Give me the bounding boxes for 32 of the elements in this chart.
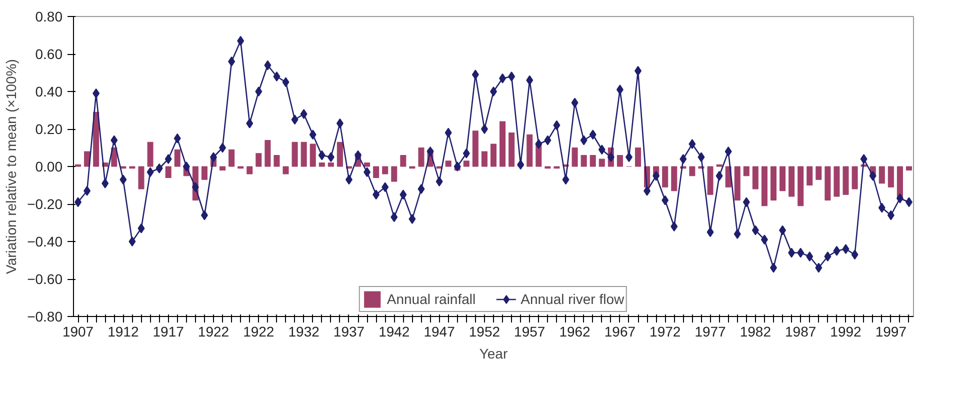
x-tick-label: 1972 xyxy=(650,324,681,340)
y-tick-label: −0.40 xyxy=(27,234,63,250)
x-tick-label: 1917 xyxy=(152,324,184,340)
x-tick-label: 1982 xyxy=(740,324,772,340)
legend-label: Annual rainfall xyxy=(386,291,476,307)
y-tick-label: −0.60 xyxy=(27,271,63,287)
legend-label: Annual river flow xyxy=(520,291,624,307)
x-tick-label: 1937 xyxy=(333,324,365,340)
x-tick-label: 1912 xyxy=(108,324,139,340)
x-tick-label: 1952 xyxy=(468,324,500,340)
x-tick-label: 1997 xyxy=(875,324,907,340)
x-tick-label: 1942 xyxy=(378,324,410,340)
x-tick-label: 1922 xyxy=(198,324,230,340)
y-tick-label: −0.20 xyxy=(27,196,63,212)
y-tick-label: 0.60 xyxy=(35,46,63,62)
x-tick-label: 1967 xyxy=(604,324,636,340)
x-tick-label: 1962 xyxy=(559,324,591,340)
x-tick-label: 1907 xyxy=(62,324,94,340)
y-tick-label: −0.80 xyxy=(27,308,63,324)
y-tick-label: 0.40 xyxy=(35,84,63,100)
x-tick-label: 1987 xyxy=(785,324,816,340)
x-tick-label: 1922 xyxy=(243,324,274,340)
x-tick-label: 1957 xyxy=(514,324,546,340)
x-tick-label: 1977 xyxy=(694,324,726,340)
x-tick-label: 1947 xyxy=(424,324,456,340)
x-tick-label: 1932 xyxy=(288,324,320,340)
x-axis-title: Year xyxy=(479,346,508,362)
y-axis-title: Variation relative to mean (×100%) xyxy=(3,59,20,274)
y-tick-label: 0.00 xyxy=(35,158,63,174)
y-tick-label: 0.80 xyxy=(35,8,63,24)
x-tick-label: 1992 xyxy=(830,324,862,340)
y-tick-label: 0.20 xyxy=(35,121,63,137)
